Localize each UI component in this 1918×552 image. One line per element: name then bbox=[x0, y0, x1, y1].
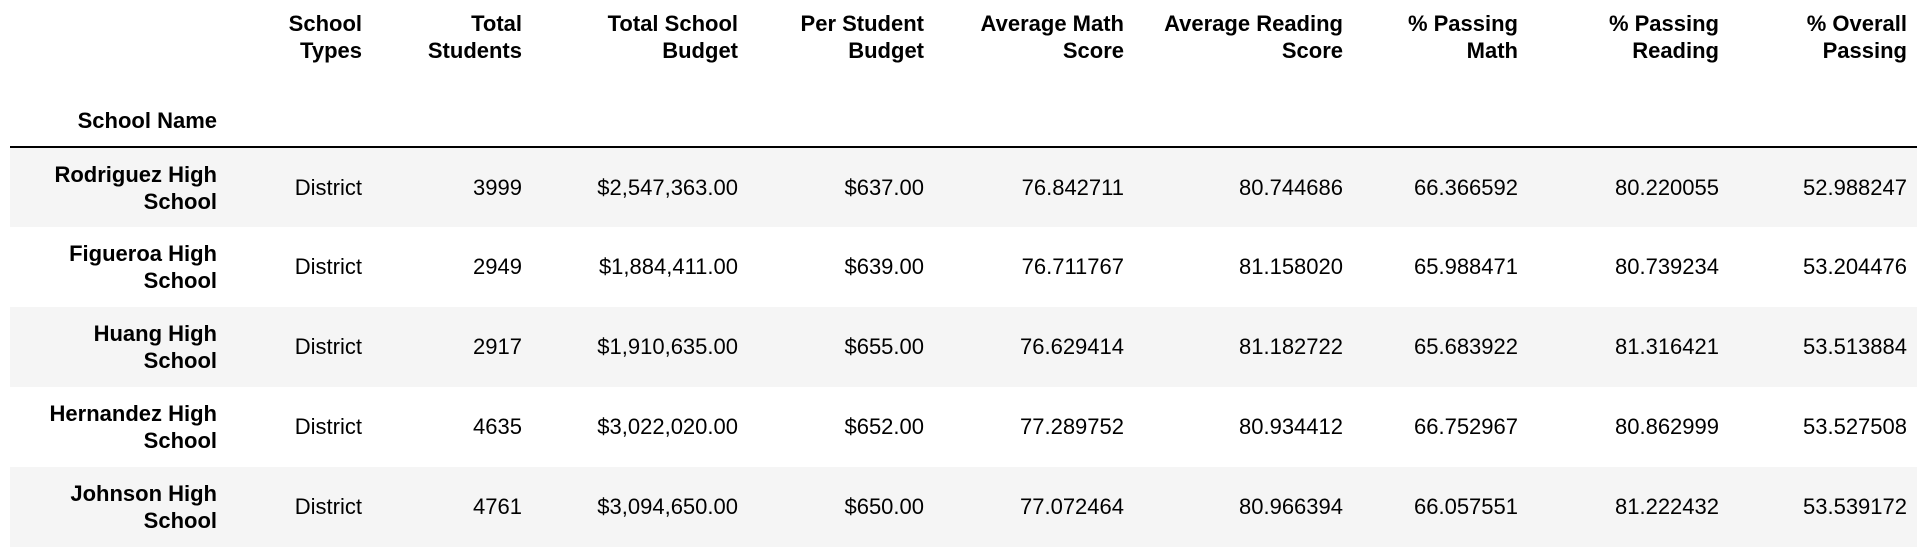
index-name-header: School Name bbox=[77, 108, 217, 133]
row-index-school-name: Huang High School bbox=[93, 321, 217, 373]
cell-overall-passing: 52.988247 bbox=[1803, 174, 1907, 200]
col-header-per-student-budget: Per Student Budget bbox=[800, 11, 924, 63]
col-header-passing-reading: % Passing Reading bbox=[1608, 11, 1719, 63]
table-header: School Types Total Students Total School Bu… bbox=[10, 10, 1917, 147]
cell-passing-reading: 81.316421 bbox=[1615, 334, 1719, 359]
row-index-school-name: Johnson High School bbox=[70, 481, 217, 533]
table-body: Rodriguez High School District 3999 $2,54… bbox=[10, 147, 1917, 547]
table-row: Rodriguez High School District 3999 $2,54… bbox=[10, 147, 1917, 227]
cell-per-student-budget: $655.00 bbox=[844, 334, 924, 359]
cell-passing-math: 65.683922 bbox=[1414, 334, 1518, 359]
cell-per-student-budget: $639.00 bbox=[844, 254, 924, 279]
cell-passing-reading: 80.220055 bbox=[1615, 174, 1719, 200]
col-header-school-types: School Types bbox=[288, 11, 362, 63]
cell-total-school-budget: $2,547,363.00 bbox=[597, 174, 738, 200]
cell-per-student-budget: $650.00 bbox=[844, 494, 924, 519]
cell-school-type: District bbox=[294, 174, 362, 200]
col-header-passing-math: % Passing Math bbox=[1407, 11, 1518, 63]
cell-average-reading-score: 81.158020 bbox=[1239, 254, 1343, 279]
table-row: Johnson High School District 4761 $3,094,… bbox=[10, 467, 1917, 547]
cell-school-type: District bbox=[294, 254, 362, 279]
index-corner-cell bbox=[10, 10, 227, 101]
cell-total-students: 4635 bbox=[473, 414, 522, 439]
cell-total-students: 2949 bbox=[473, 254, 522, 279]
cell-average-reading-score: 81.182722 bbox=[1239, 334, 1343, 359]
cell-total-school-budget: $3,022,020.00 bbox=[597, 414, 738, 439]
school-summary-table: School Types Total Students Total School Bu… bbox=[10, 10, 1917, 547]
table-row: Huang High School District 2917 $1,910,63… bbox=[10, 307, 1917, 387]
cell-total-students: 2917 bbox=[473, 334, 522, 359]
col-header-total-school-budget: Total School Budget bbox=[607, 11, 738, 63]
table-row: Hernandez High School District 4635 $3,02… bbox=[10, 387, 1917, 467]
cell-passing-reading: 81.222432 bbox=[1615, 494, 1719, 519]
cell-school-type: District bbox=[294, 494, 362, 519]
col-header-average-reading-score: Average Reading Score bbox=[1164, 11, 1343, 63]
cell-total-school-budget: $1,910,635.00 bbox=[597, 334, 738, 359]
cell-overall-passing: 53.527508 bbox=[1803, 414, 1907, 439]
col-header-total-students: Total Students bbox=[427, 11, 522, 63]
table-row: Figueroa High School District 2949 $1,884… bbox=[10, 227, 1917, 307]
cell-passing-reading: 80.862999 bbox=[1615, 414, 1719, 439]
cell-total-school-budget: $1,884,411.00 bbox=[598, 254, 738, 279]
cell-passing-reading: 80.739234 bbox=[1615, 254, 1719, 279]
cell-per-student-budget: $652.00 bbox=[844, 414, 924, 439]
cell-average-math-score: 77.072464 bbox=[1020, 494, 1124, 519]
cell-total-school-budget: $3,094,650.00 bbox=[597, 494, 738, 519]
cell-overall-passing: 53.513884 bbox=[1803, 334, 1907, 359]
cell-average-reading-score: 80.934412 bbox=[1239, 414, 1343, 439]
index-header-row: School Name bbox=[10, 101, 1917, 147]
cell-passing-math: 66.752967 bbox=[1414, 414, 1518, 439]
cell-total-students: 3999 bbox=[473, 174, 522, 200]
row-index-school-name: Rodriguez High School bbox=[54, 161, 217, 214]
cell-passing-math: 65.988471 bbox=[1414, 254, 1518, 279]
cell-average-reading-score: 80.744686 bbox=[1239, 174, 1343, 200]
cell-school-type: District bbox=[294, 414, 362, 439]
cell-passing-math: 66.366592 bbox=[1414, 174, 1518, 200]
cell-total-students: 4761 bbox=[473, 494, 522, 519]
cell-per-student-budget: $637.00 bbox=[844, 174, 924, 200]
cell-average-math-score: 76.629414 bbox=[1020, 334, 1124, 359]
cell-average-math-score: 76.711767 bbox=[1021, 254, 1124, 279]
row-index-school-name: Hernandez High School bbox=[49, 401, 217, 453]
col-header-overall-passing: % Overall Passing bbox=[1806, 11, 1907, 63]
row-index-school-name: Figueroa High School bbox=[69, 241, 217, 293]
cell-average-reading-score: 80.966394 bbox=[1239, 494, 1343, 519]
cell-overall-passing: 53.204476 bbox=[1803, 254, 1907, 279]
cell-school-type: District bbox=[294, 334, 362, 359]
cell-overall-passing: 53.539172 bbox=[1803, 494, 1907, 519]
cell-average-math-score: 77.289752 bbox=[1020, 414, 1124, 439]
cell-average-math-score: 76.842711 bbox=[1021, 174, 1124, 200]
cell-passing-math: 66.057551 bbox=[1414, 494, 1518, 519]
column-header-row: School Types Total Students Total School Bu… bbox=[10, 10, 1917, 101]
col-header-average-math-score: Average Math Score bbox=[980, 11, 1124, 63]
